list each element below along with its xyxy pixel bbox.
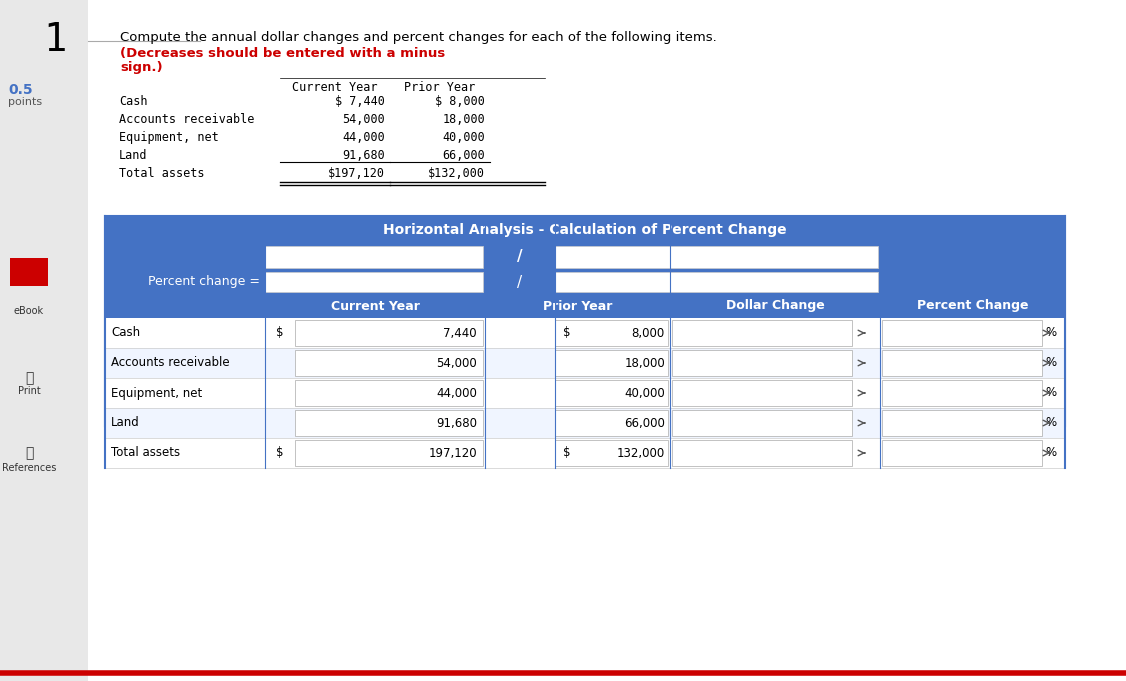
FancyBboxPatch shape: [105, 216, 1065, 426]
FancyBboxPatch shape: [105, 348, 1065, 378]
FancyBboxPatch shape: [295, 440, 483, 466]
Text: $197,120: $197,120: [328, 167, 385, 180]
Text: /: /: [518, 274, 522, 289]
FancyBboxPatch shape: [10, 258, 48, 286]
Text: $: $: [276, 447, 284, 460]
Text: 40,000: 40,000: [624, 387, 665, 400]
FancyBboxPatch shape: [265, 246, 483, 268]
Text: Cash: Cash: [119, 95, 148, 108]
FancyBboxPatch shape: [555, 350, 668, 376]
Text: Print: Print: [18, 386, 41, 396]
Text: 91,680: 91,680: [436, 417, 477, 430]
FancyBboxPatch shape: [105, 270, 1065, 294]
Text: Percent Change: Percent Change: [917, 300, 1028, 313]
Text: 132,000: 132,000: [617, 447, 665, 460]
Text: Equipment, net: Equipment, net: [111, 387, 203, 400]
FancyBboxPatch shape: [882, 320, 1042, 346]
FancyBboxPatch shape: [295, 320, 483, 346]
Text: $: $: [563, 326, 571, 340]
FancyBboxPatch shape: [105, 408, 1065, 438]
Text: Current Year: Current Year: [331, 300, 420, 313]
Text: $: $: [276, 326, 284, 340]
Text: $: $: [563, 447, 571, 460]
Text: Cash: Cash: [111, 326, 140, 340]
Text: 🖨: 🖨: [25, 371, 33, 385]
Text: 0.5: 0.5: [8, 83, 33, 97]
Text: Land: Land: [111, 417, 140, 430]
Text: 📋: 📋: [25, 446, 33, 460]
Text: 40,000: 40,000: [443, 131, 485, 144]
Text: Land: Land: [119, 149, 148, 162]
Text: %: %: [1046, 417, 1057, 430]
FancyBboxPatch shape: [105, 378, 1065, 408]
Text: 197,120: 197,120: [428, 447, 477, 460]
Text: 44,000: 44,000: [342, 131, 385, 144]
Text: Equipment, net: Equipment, net: [119, 131, 218, 144]
Text: Dollar Change: Dollar Change: [725, 300, 824, 313]
FancyBboxPatch shape: [105, 216, 1065, 244]
Text: $ 7,440: $ 7,440: [336, 95, 385, 108]
Text: Total assets: Total assets: [111, 447, 180, 460]
Text: $ 8,000: $ 8,000: [435, 95, 485, 108]
Text: 8,000: 8,000: [632, 326, 665, 340]
Text: Accounts receivable: Accounts receivable: [111, 356, 230, 370]
Text: Current Year: Current Year: [293, 81, 377, 94]
Text: Horizontal Analysis - Calculation of Percent Change: Horizontal Analysis - Calculation of Per…: [383, 223, 787, 237]
FancyBboxPatch shape: [882, 380, 1042, 406]
FancyBboxPatch shape: [882, 350, 1042, 376]
Text: %: %: [1046, 326, 1057, 340]
FancyBboxPatch shape: [555, 410, 668, 436]
FancyBboxPatch shape: [105, 438, 1065, 468]
FancyBboxPatch shape: [672, 380, 852, 406]
FancyBboxPatch shape: [105, 244, 1065, 270]
Text: %: %: [1046, 387, 1057, 400]
Text: Total assets: Total assets: [119, 167, 205, 180]
Text: Percent change =: Percent change =: [148, 276, 260, 289]
Text: Accounts receivable: Accounts receivable: [119, 113, 254, 126]
Text: Choose Numerator:: Choose Numerator:: [270, 251, 406, 264]
FancyBboxPatch shape: [105, 318, 1065, 348]
Text: 54,000: 54,000: [436, 356, 477, 370]
Text: Prior Year: Prior Year: [404, 81, 475, 94]
FancyBboxPatch shape: [555, 272, 878, 292]
FancyBboxPatch shape: [672, 350, 852, 376]
FancyBboxPatch shape: [672, 410, 852, 436]
Text: 7,440: 7,440: [444, 326, 477, 340]
FancyBboxPatch shape: [555, 320, 668, 346]
Text: Prior Year: Prior Year: [543, 300, 613, 313]
Text: 44,000: 44,000: [436, 387, 477, 400]
FancyBboxPatch shape: [265, 272, 483, 292]
FancyBboxPatch shape: [882, 410, 1042, 436]
FancyBboxPatch shape: [105, 294, 1065, 318]
Text: References: References: [2, 463, 56, 473]
FancyBboxPatch shape: [295, 410, 483, 436]
FancyBboxPatch shape: [672, 320, 852, 346]
Text: Compute the annual dollar changes and percent changes for each of the following : Compute the annual dollar changes and pe…: [120, 31, 721, 44]
FancyBboxPatch shape: [295, 380, 483, 406]
Text: sign.): sign.): [120, 61, 162, 74]
Text: eBook: eBook: [14, 306, 44, 316]
Text: 66,000: 66,000: [443, 149, 485, 162]
Text: %: %: [1046, 447, 1057, 460]
Text: (Decreases should be entered with a minus: (Decreases should be entered with a minu…: [120, 47, 445, 60]
FancyBboxPatch shape: [295, 350, 483, 376]
Text: 66,000: 66,000: [624, 417, 665, 430]
FancyBboxPatch shape: [0, 0, 88, 681]
FancyBboxPatch shape: [555, 246, 878, 268]
Text: 1: 1: [43, 21, 66, 59]
Text: %: %: [1046, 356, 1057, 370]
Text: 18,000: 18,000: [624, 356, 665, 370]
Text: 18,000: 18,000: [443, 113, 485, 126]
FancyBboxPatch shape: [672, 440, 852, 466]
FancyBboxPatch shape: [555, 440, 668, 466]
Text: Choose Denominator:: Choose Denominator:: [560, 251, 712, 264]
Text: 91,680: 91,680: [342, 149, 385, 162]
FancyBboxPatch shape: [555, 380, 668, 406]
Text: $132,000: $132,000: [428, 167, 485, 180]
Text: /: /: [517, 249, 522, 264]
Text: points: points: [8, 97, 42, 107]
FancyBboxPatch shape: [882, 440, 1042, 466]
Text: 54,000: 54,000: [342, 113, 385, 126]
